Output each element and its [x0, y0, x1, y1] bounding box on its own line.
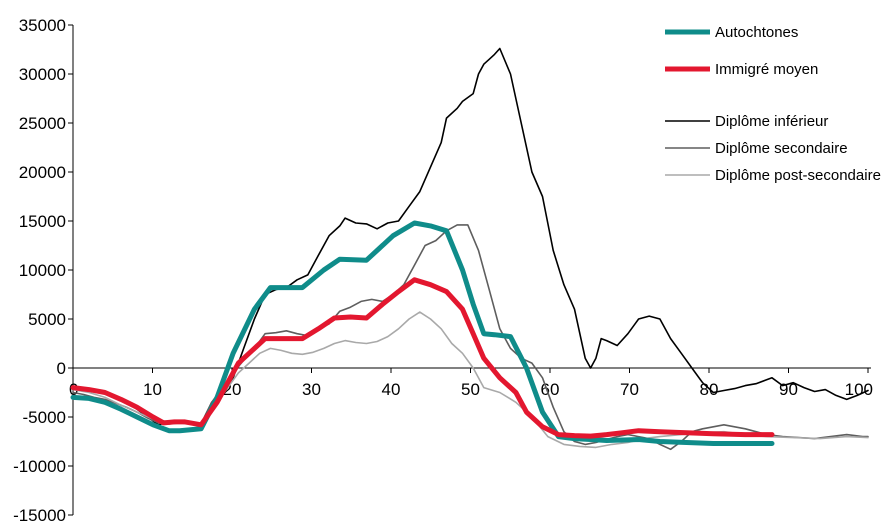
x-tick-label: 40	[382, 380, 401, 399]
axes: 35000 30000 25000 20000 15000 10000 5000 0 -5000…	[13, 16, 873, 521]
x-tick-label: 50	[461, 380, 480, 399]
x-tick-label: 100	[845, 380, 873, 399]
series-line-diplome-secondaire	[72, 224, 869, 451]
legend-label: Diplôme post-secondaire	[715, 167, 881, 184]
legend-label: Diplôme secondaire	[715, 140, 848, 157]
x-tick-label: 10	[143, 380, 162, 399]
legend-label: Autochtones	[715, 24, 798, 41]
x-tick-label: 30	[302, 380, 321, 399]
y-tick-label: -15000	[13, 506, 66, 521]
legend-label: Immigré moyen	[715, 61, 818, 78]
y-tick-label: 10000	[19, 261, 66, 280]
y-tick-label: 5000	[28, 310, 66, 329]
y-tick-label: 0	[57, 359, 66, 378]
legend-label: Diplôme inférieur	[715, 113, 828, 130]
y-tick-label: 15000	[19, 212, 66, 231]
y-tick-label: 20000	[19, 163, 66, 182]
series-line-autochtones	[70, 220, 775, 446]
series-layer	[70, 47, 869, 451]
legend: Autochtones Immigré moyen Diplôme inférieu…	[665, 24, 881, 184]
y-tick-label: -10000	[13, 457, 66, 476]
y-tick-label: 30000	[19, 65, 66, 84]
x-tick-label: 70	[620, 380, 639, 399]
y-tick-label: -5000	[23, 408, 66, 427]
y-tick-label: 35000	[19, 16, 66, 35]
y-tick-label: 25000	[19, 114, 66, 133]
series-line-immigre-moyen	[70, 277, 775, 439]
